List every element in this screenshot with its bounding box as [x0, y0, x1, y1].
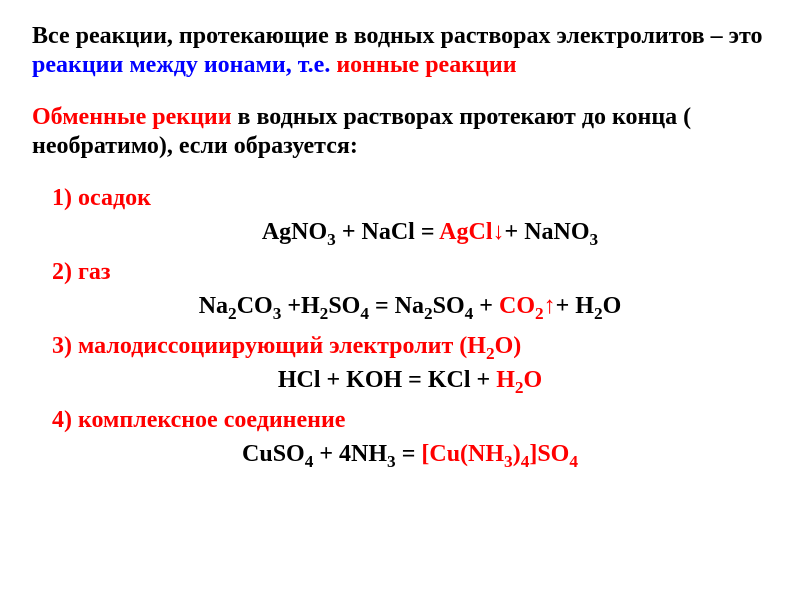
eq2-e1: 2: [424, 304, 433, 323]
intro-part2: реакции между ионами, т.е.: [32, 52, 336, 78]
eq4-a: CuSO: [242, 441, 305, 467]
eq2-d1: 4: [360, 304, 369, 323]
eq2-a: Na: [199, 293, 228, 319]
eq1-a: AgNO: [262, 219, 327, 245]
eq2-a1: 2: [228, 304, 237, 323]
eq3-rs: 2: [515, 378, 524, 397]
equation-1: AgNO3 + NaCl = AgCl↓+ NaNO3: [52, 217, 768, 247]
item-4: 4) комплексное соединение: [52, 405, 768, 435]
eq4-b1: 3: [387, 452, 396, 471]
item3-c: О): [495, 333, 522, 359]
eq1-s2: 3: [590, 230, 599, 249]
eq2-eq: =: [369, 293, 395, 319]
eq4-rd: ): [513, 441, 521, 467]
item3-b: Н: [467, 333, 486, 359]
eq2-rc1: 2: [535, 304, 544, 323]
eq4-eq: =: [396, 441, 422, 467]
item-3: 3) малодиссоциирующий электролит (Н2О): [52, 331, 768, 361]
eq2-g: +: [473, 293, 499, 319]
eq1-red: AgCl↓: [439, 219, 504, 245]
eq1-b: + NaCl =: [336, 219, 439, 245]
eq4-rc1: 3: [504, 452, 513, 471]
eq2-i: O: [603, 293, 622, 319]
eq4-re: ]SO: [529, 441, 569, 467]
item-1: 1) осадок: [52, 183, 768, 213]
eq2-e: Na: [395, 293, 424, 319]
eq2-h1: 2: [594, 304, 603, 323]
eq1-c: + NaNO: [505, 219, 590, 245]
eq4-re1: 4: [569, 452, 578, 471]
conditions-paragraph: Обменные рекции в водных растворах проте…: [32, 103, 768, 162]
eq3-rh: H: [496, 367, 515, 393]
eq4-b: + 4NH: [313, 441, 387, 467]
slide: Все реакции, протекающие в водных раство…: [0, 0, 800, 469]
cond-part1: Обменные рекции: [32, 104, 232, 130]
eq3-ro: O: [524, 367, 543, 393]
eq4-rc: [Cu(NH: [421, 441, 504, 467]
eq2-c: +H: [281, 293, 319, 319]
intro-part3: ионные реакции: [336, 52, 516, 78]
eq2-f: SO: [433, 293, 465, 319]
intro-paragraph: Все реакции, протекающие в водных раство…: [32, 22, 768, 81]
intro-part1: Все реакции, протекающие в водных раство…: [32, 23, 762, 49]
equation-4: CuSO4 + 4NH3 = [Cu(NH3)4]SO4: [52, 439, 768, 469]
equation-2: Na2CO3 +H2SO4 = Na2SO4 + CO2↑+ H2O: [52, 291, 768, 321]
eq2-f1: 4: [465, 304, 474, 323]
eq2-arrow: ↑: [544, 293, 556, 319]
eq1-s1: 3: [327, 230, 336, 249]
item3-sub: 2: [486, 344, 495, 363]
eq2-h: + H: [556, 293, 594, 319]
eq2-b: CO: [237, 293, 273, 319]
item-2: 2) газ: [52, 257, 768, 287]
eq2-rc: CO: [499, 293, 535, 319]
eq3-lhs: HCl + KOH = KCl +: [278, 367, 496, 393]
eq2-d: SO: [328, 293, 360, 319]
item3-a: 3) малодиссоциирующий электролит (: [52, 333, 467, 359]
equation-3: HCl + KOH = KCl + H2O: [52, 365, 768, 395]
list-block: 1) осадок AgNO3 + NaCl = AgCl↓+ NaNO3 2)…: [32, 183, 768, 469]
